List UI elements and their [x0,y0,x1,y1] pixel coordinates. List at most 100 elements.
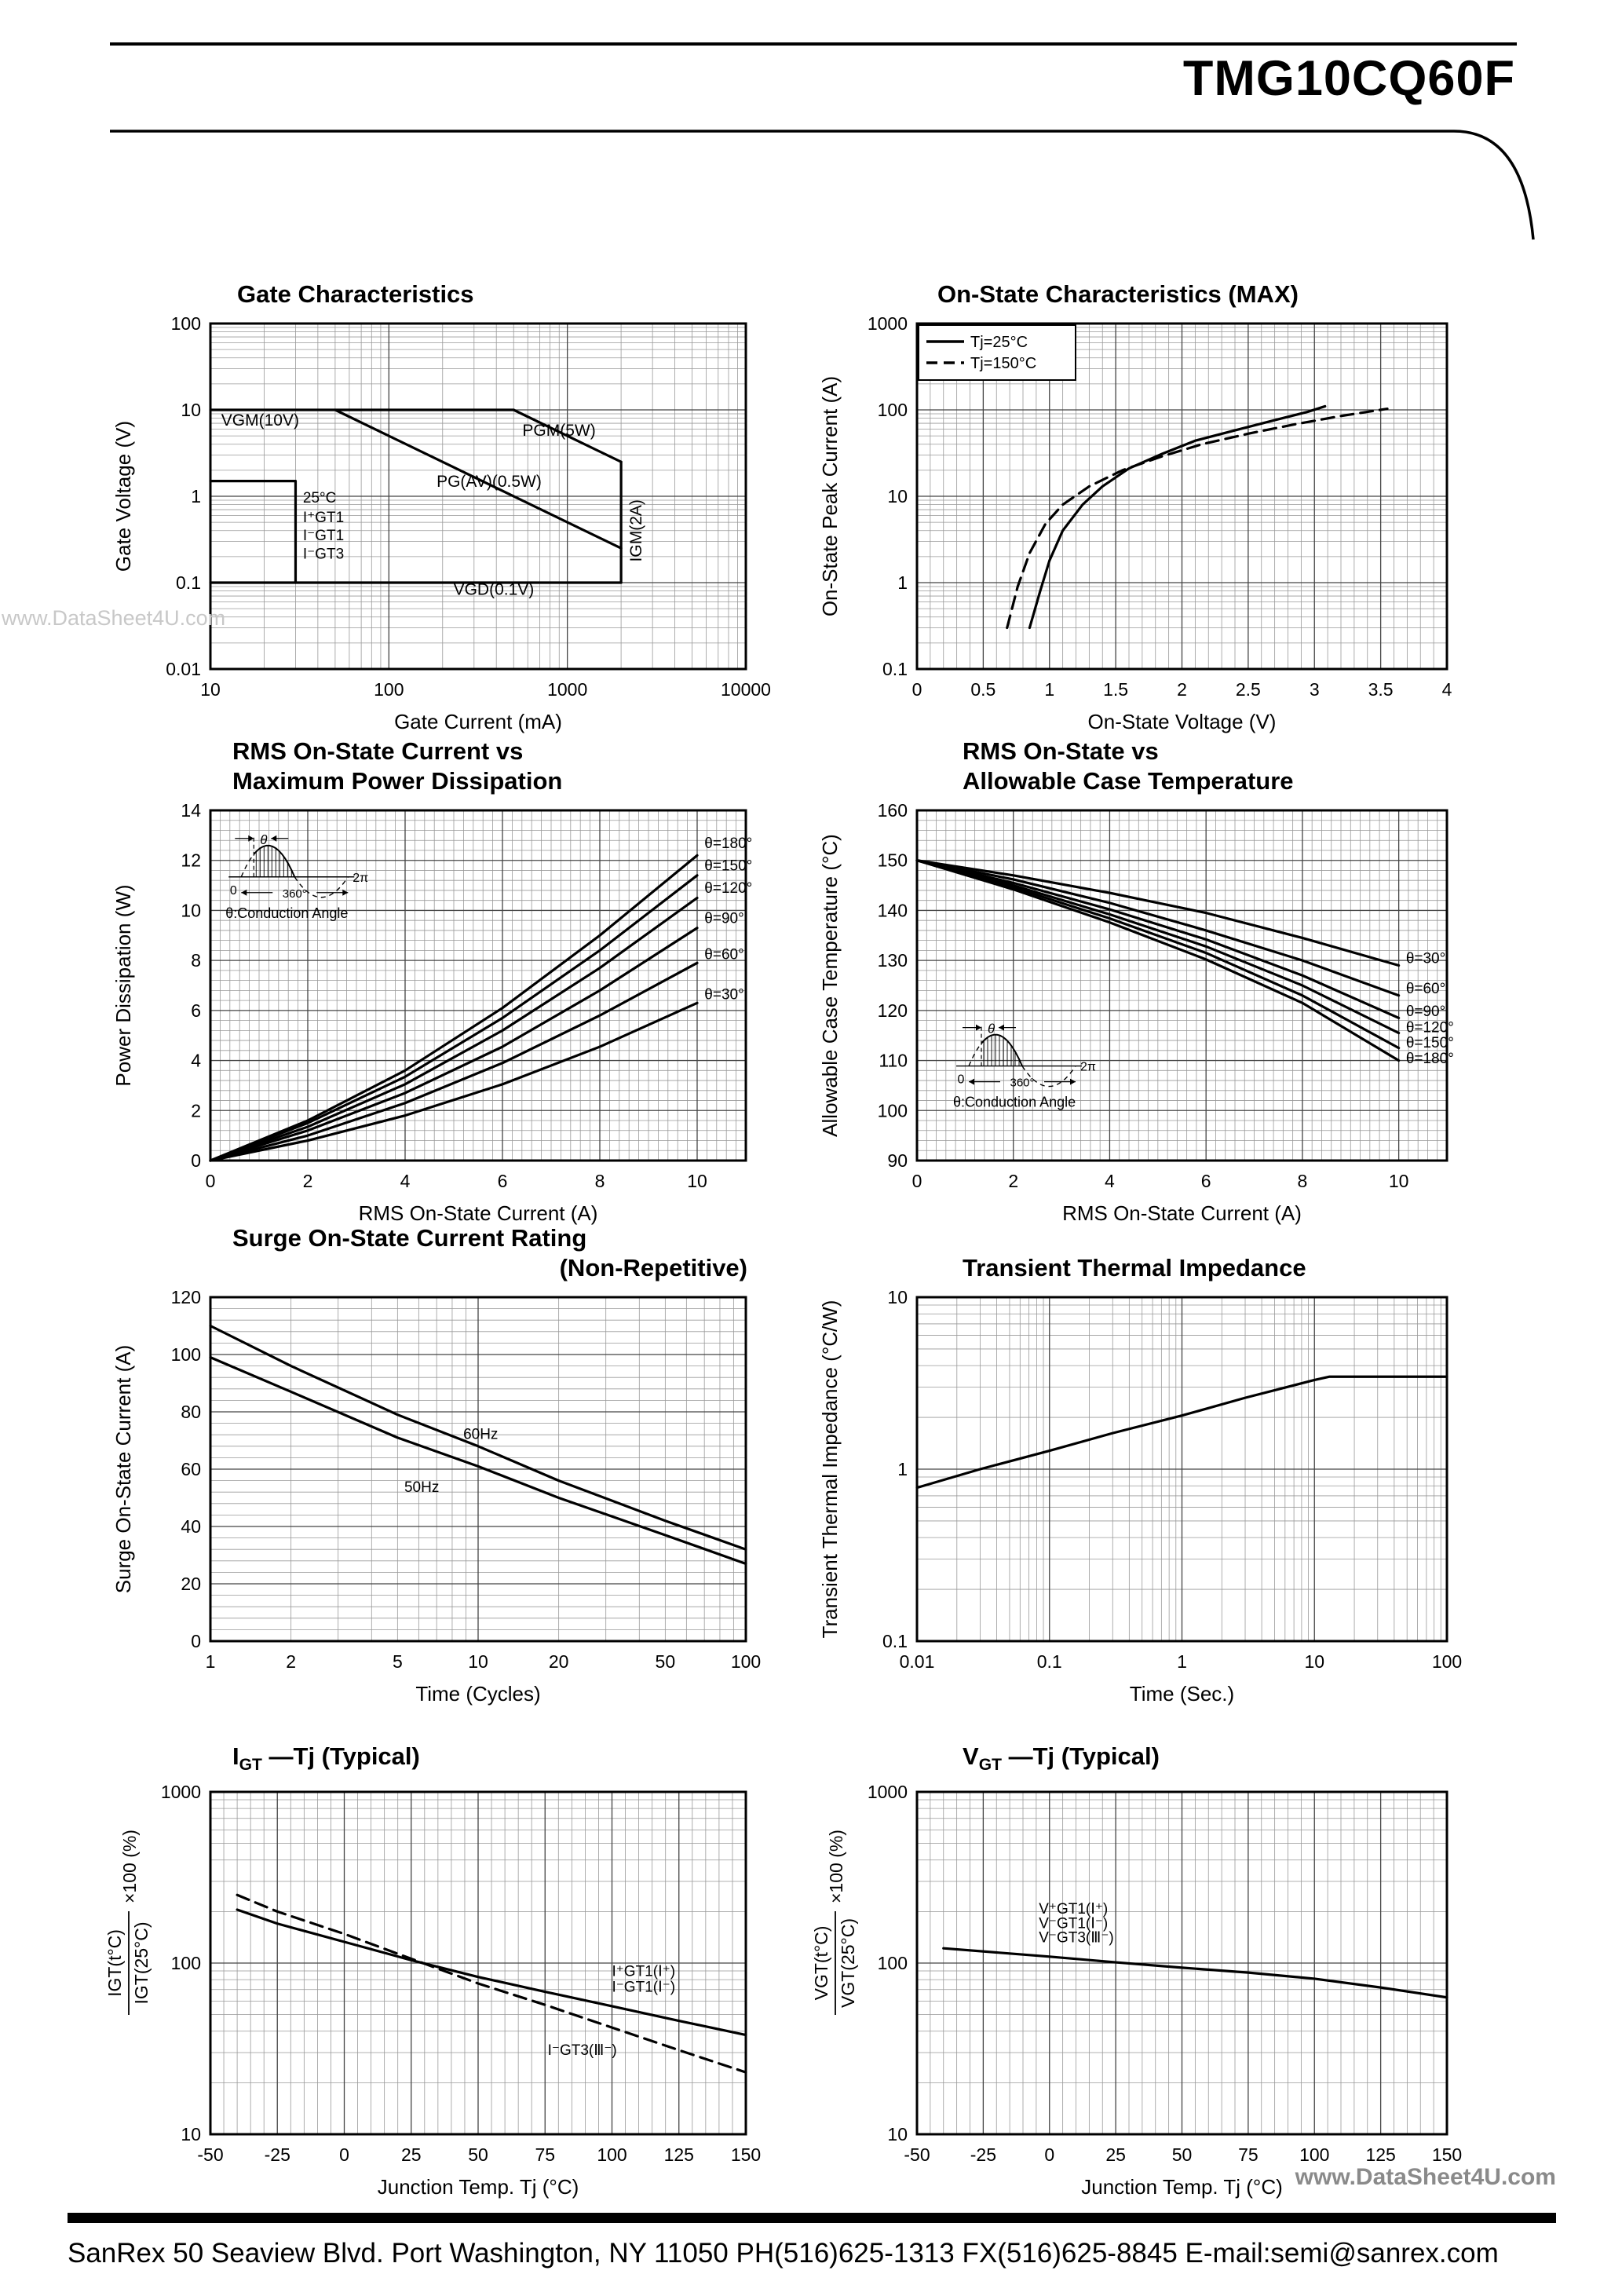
svg-text:0: 0 [912,1171,922,1191]
svg-text:On-State Voltage (V): On-State Voltage (V) [1088,710,1277,733]
svg-text:1.5: 1.5 [1103,679,1128,700]
svg-text:V⁺GT1(Ⅰ⁺): V⁺GT1(Ⅰ⁺) [1039,1901,1108,1918]
svg-text:I⁻GT3: I⁻GT3 [303,546,344,562]
svg-text:VGM(10V): VGM(10V) [221,411,299,430]
svg-text:-50: -50 [904,2144,930,2165]
chart-title: Gate Characteristics [237,280,474,309]
svg-text:10: 10 [200,679,221,700]
svg-text:θ:Conduction Angle: θ:Conduction Angle [953,1095,1076,1110]
svg-text:0: 0 [206,1171,216,1191]
svg-text:1: 1 [206,1651,216,1672]
svg-text:100: 100 [171,1953,201,1973]
svg-text:1: 1 [1044,679,1054,700]
svg-text:25°C: 25°C [303,490,336,506]
svg-text:120: 120 [878,1000,908,1021]
svg-text:4: 4 [191,1051,201,1071]
svg-text:θ=30°: θ=30° [1406,950,1445,967]
watermark-left: www.DataSheet4U.com [2,606,226,630]
footer-rule [68,2213,1556,2223]
chart-title-line: Allowable Case Temperature [963,767,1294,795]
chart-title: VGT —Tj (Typical) [963,1742,1160,1780]
svg-text:1000: 1000 [547,679,587,700]
surge-current-plot: 1 2 5 10 20 50 100 0 20 40 60 80 100 120 Time (Cycles)… [111,1287,761,1706]
chart-title-line: RMS On-State vs [963,737,1159,765]
svg-text:1000: 1000 [868,1782,908,1802]
svg-text:150: 150 [731,2144,761,2165]
svg-text:PGM(5W): PGM(5W) [522,422,595,440]
svg-text:6: 6 [1201,1171,1211,1191]
svg-text:1000: 1000 [868,313,908,334]
svg-text:10: 10 [181,900,201,920]
chart-title-line: (Non-Repetitive) [559,1254,747,1281]
chart-title-line: Transient Thermal Impedance [963,1254,1306,1281]
svg-text:125: 125 [664,2144,694,2165]
svg-text:Allowable Case Temperature (°C: Allowable Case Temperature (°C) [818,834,842,1137]
chart-title-part: I [232,1742,239,1770]
svg-text:40: 40 [181,1516,201,1537]
svg-text:100: 100 [597,2144,627,2165]
svg-text:4: 4 [400,1171,411,1191]
svg-text:0: 0 [191,1631,201,1651]
chart-title-part: V [963,1742,979,1770]
svg-text:100: 100 [171,313,201,334]
svg-text:130: 130 [878,950,908,971]
svg-text:0: 0 [1044,2144,1054,2165]
svg-text:RMS On-State Current (A): RMS On-State Current (A) [1062,1201,1302,1225]
svg-text:14: 14 [181,800,201,821]
svg-text:75: 75 [1238,2144,1259,2165]
svg-text:I⁺GT1: I⁺GT1 [303,510,344,526]
svg-text:I⁻GT1: I⁻GT1 [303,528,344,544]
svg-text:10000: 10000 [721,679,771,700]
svg-text:θ=180°: θ=180° [704,835,752,852]
svg-text:10: 10 [181,2124,201,2144]
svg-text:50: 50 [656,1651,676,1672]
svg-text:0.1: 0.1 [882,1631,908,1651]
svg-text:θ=150°: θ=150° [1406,1035,1454,1051]
svg-text:θ: θ [260,832,268,847]
svg-text:θ:Conduction Angle: θ:Conduction Angle [225,905,348,921]
svg-text:1: 1 [1177,1651,1187,1672]
rms-case-temperature-plot: 0 2 4 6 8 10 90 100 110 120 130 140 150 160 RMS On-Sta… [818,800,1454,1225]
svg-text:1: 1 [897,1459,908,1479]
svg-text:4: 4 [1442,679,1452,700]
chart-title-line: Surge On-State Current Rating [232,1224,587,1252]
svg-text:125: 125 [1365,2144,1395,2165]
svg-text:θ=180°: θ=180° [1406,1051,1454,1067]
svg-text:0: 0 [912,679,922,700]
svg-text:0.1: 0.1 [882,659,908,679]
svg-text:-50: -50 [197,2144,223,2165]
svg-text:10: 10 [687,1171,707,1191]
svg-text:0: 0 [230,884,237,898]
chart-title: RMS On-State Current vs Maximum Power Di… [232,737,562,796]
svg-text:12: 12 [181,850,201,871]
svg-text:0.01: 0.01 [166,659,201,679]
svg-text:360°: 360° [283,887,307,901]
on-state-characteristics-plot: 0 0.5 1 1.5 2 2.5 3 3.5 4 0.1 1 10 100 1000 On-State V… [818,313,1452,733]
svg-text:160: 160 [878,800,908,821]
svg-text:10: 10 [1389,1171,1409,1191]
chart-title-line: RMS On-State Current vs [232,737,524,765]
svg-text:60: 60 [181,1459,201,1479]
svg-text:I⁻GT1(Ⅰ⁻): I⁻GT1(Ⅰ⁻) [612,1980,676,1996]
svg-text:θ=90°: θ=90° [1406,1004,1445,1020]
svg-text:Tj=150°C: Tj=150°C [970,355,1036,372]
svg-text:50Hz: 50Hz [404,1479,439,1496]
svg-text:20: 20 [549,1651,569,1672]
svg-text:V⁻GT1(Ⅰ⁻): V⁻GT1(Ⅰ⁻) [1039,1916,1108,1932]
svg-text:10: 10 [181,400,201,420]
svg-text:IGM(2A): IGM(2A) [627,499,645,561]
svg-text:1: 1 [191,486,201,506]
svg-text:θ=150°: θ=150° [704,857,752,874]
header-top-rule [110,42,1517,46]
svg-text:IGT(25°C): IGT(25°C) [131,1921,152,2004]
svg-text:150: 150 [1432,2144,1462,2165]
svg-text:60Hz: 60Hz [463,1427,498,1443]
svg-text:0.01: 0.01 [900,1651,935,1672]
svg-text:8: 8 [595,1171,605,1191]
svg-text:θ=30°: θ=30° [704,987,743,1004]
gate-characteristics-plot: 10 100 1000 10000 0.01 0.1 1 10 100 Gate Current … [111,313,771,733]
svg-text:0: 0 [339,2144,349,2165]
svg-text:4: 4 [1105,1171,1115,1191]
